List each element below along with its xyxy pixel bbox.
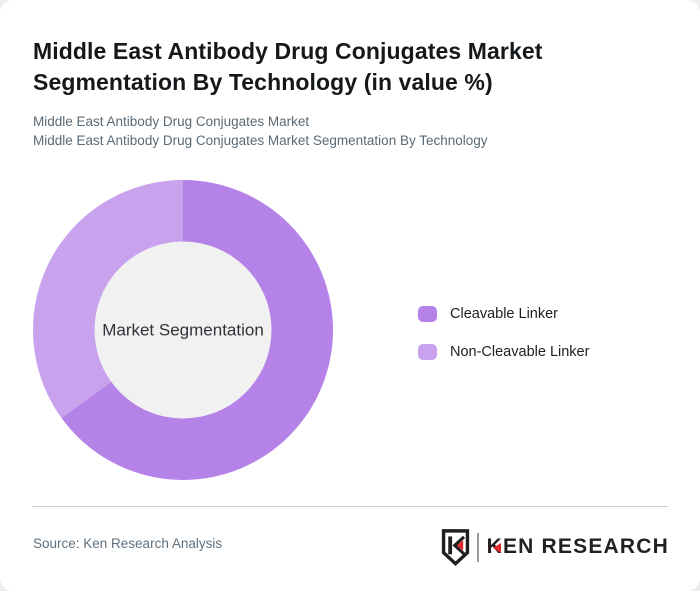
legend-label: Cleavable Linker <box>450 306 559 322</box>
page-title-line-1: Middle East Antibody Drug Conjugates Mar… <box>33 38 543 64</box>
logo-text-wrap: KEN RESEARCH <box>487 535 669 559</box>
legend-swatch <box>418 344 437 360</box>
ken-research-shield-icon <box>441 528 469 566</box>
legend-item-cleavable-linker: Cleavable Linker <box>418 306 589 322</box>
chart-legend: Cleavable Linker Non-Cleavable Linker <box>418 306 589 360</box>
page-title-line-2: Segmentation By Technology (in value %) <box>33 69 493 95</box>
source-text: Source: Ken Research Analysis <box>33 536 223 551</box>
shield-red-triangle-icon <box>456 539 463 550</box>
logo-k-red-triangle-icon <box>492 543 501 553</box>
logo-text: KEN RESEARCH <box>486 535 669 558</box>
ken-research-logo: KEN RESEARCH <box>441 527 669 567</box>
legend-label: Non-Cleavable Linker <box>450 344 590 360</box>
donut-chart: Market Segmentation <box>33 180 333 480</box>
donut-center-label: Market Segmentation <box>102 320 264 339</box>
footer-divider <box>32 506 668 507</box>
page-title: Middle East Antibody Drug Conjugates Mar… <box>33 36 633 98</box>
subtitle-block: Middle East Antibody Drug Conjugates Mar… <box>33 112 653 150</box>
donut-hole: Market Segmentation <box>94 241 272 419</box>
legend-swatch <box>418 306 437 322</box>
subtitle-line-1: Middle East Antibody Drug Conjugates Mar… <box>33 114 310 129</box>
subtitle-line-2: Middle East Antibody Drug Conjugates Mar… <box>33 133 488 148</box>
logo-separator <box>476 532 479 562</box>
legend-item-non-cleavable-linker: Non-Cleavable Linker <box>418 344 589 360</box>
